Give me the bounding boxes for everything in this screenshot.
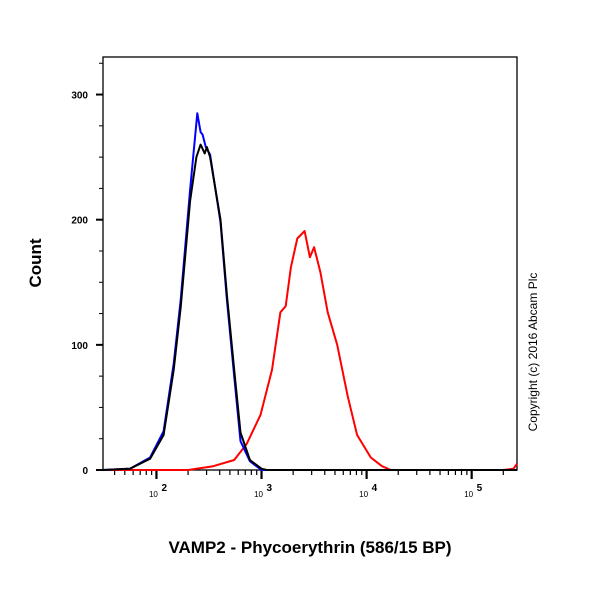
y-axis: 0 100 200 300 bbox=[71, 62, 103, 477]
x-tick-label: 10 3 bbox=[254, 483, 272, 499]
y-tick-label: 200 bbox=[71, 216, 88, 227]
x-tick-label: 10 4 bbox=[359, 483, 377, 499]
x-tick-exponent: 4 bbox=[372, 483, 378, 494]
x-axis-title: VAMP2 - Phycoerythrin (586/15 BP) bbox=[168, 538, 451, 557]
x-tick-base: 10 bbox=[359, 490, 368, 499]
copyright-annotation: Copyright (c) 2016 Abcam Plc bbox=[526, 273, 540, 432]
series-line-0 bbox=[102, 112, 517, 471]
series-group bbox=[102, 112, 518, 471]
x-tick-base: 10 bbox=[464, 490, 473, 499]
x-tick-label: 10 5 bbox=[464, 483, 482, 499]
y-tick-label: 0 bbox=[82, 466, 88, 477]
x-tick-label: 102 bbox=[149, 483, 167, 499]
plot-frame bbox=[102, 56, 518, 471]
x-tick-base: 10 bbox=[254, 490, 263, 499]
x-tick-exponent: 3 bbox=[267, 483, 273, 494]
x-tick-base: 10 bbox=[149, 490, 158, 499]
y-tick-label: 100 bbox=[71, 341, 88, 352]
x-tick-exponent: 5 bbox=[477, 483, 483, 494]
y-axis-title: Count bbox=[26, 238, 45, 287]
series-line-1 bbox=[102, 143, 517, 471]
series-line-2 bbox=[103, 230, 518, 471]
x-tick-exponent: 2 bbox=[161, 483, 167, 494]
y-tick-label: 300 bbox=[71, 91, 88, 102]
